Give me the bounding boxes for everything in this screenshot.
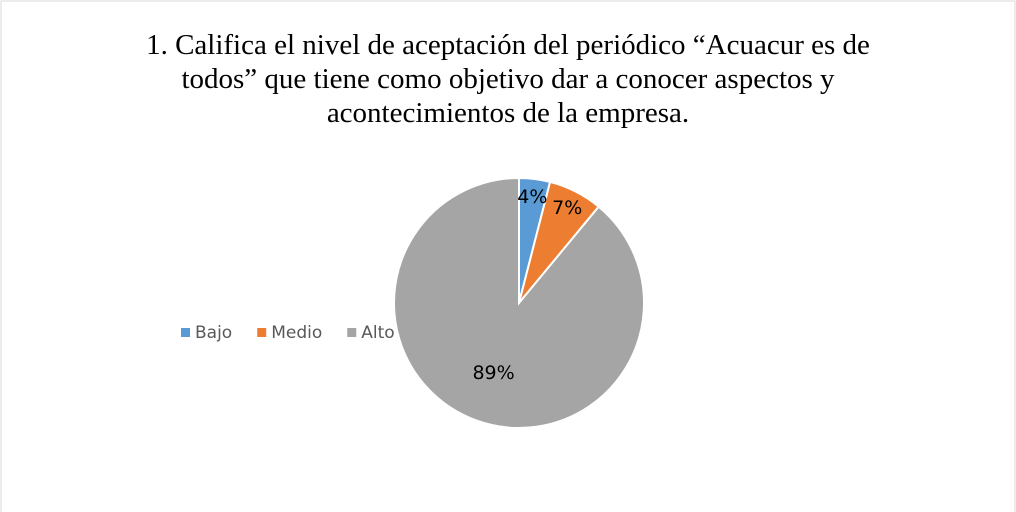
- legend-swatch: [257, 328, 267, 337]
- data-label: 89%: [472, 362, 514, 384]
- pie-slice: [393, 176, 645, 429]
- data-label: 7%: [552, 197, 582, 219]
- legend-label: Medio: [271, 323, 322, 343]
- chart-title: 1. Califica el nivel de aceptación del p…: [146, 29, 870, 129]
- legend-swatch: [181, 328, 190, 337]
- legend-swatch: [347, 328, 357, 337]
- legend-label: Bajo: [195, 323, 232, 343]
- data-label: 4%: [517, 186, 547, 208]
- legend-label: Alto: [361, 323, 394, 343]
